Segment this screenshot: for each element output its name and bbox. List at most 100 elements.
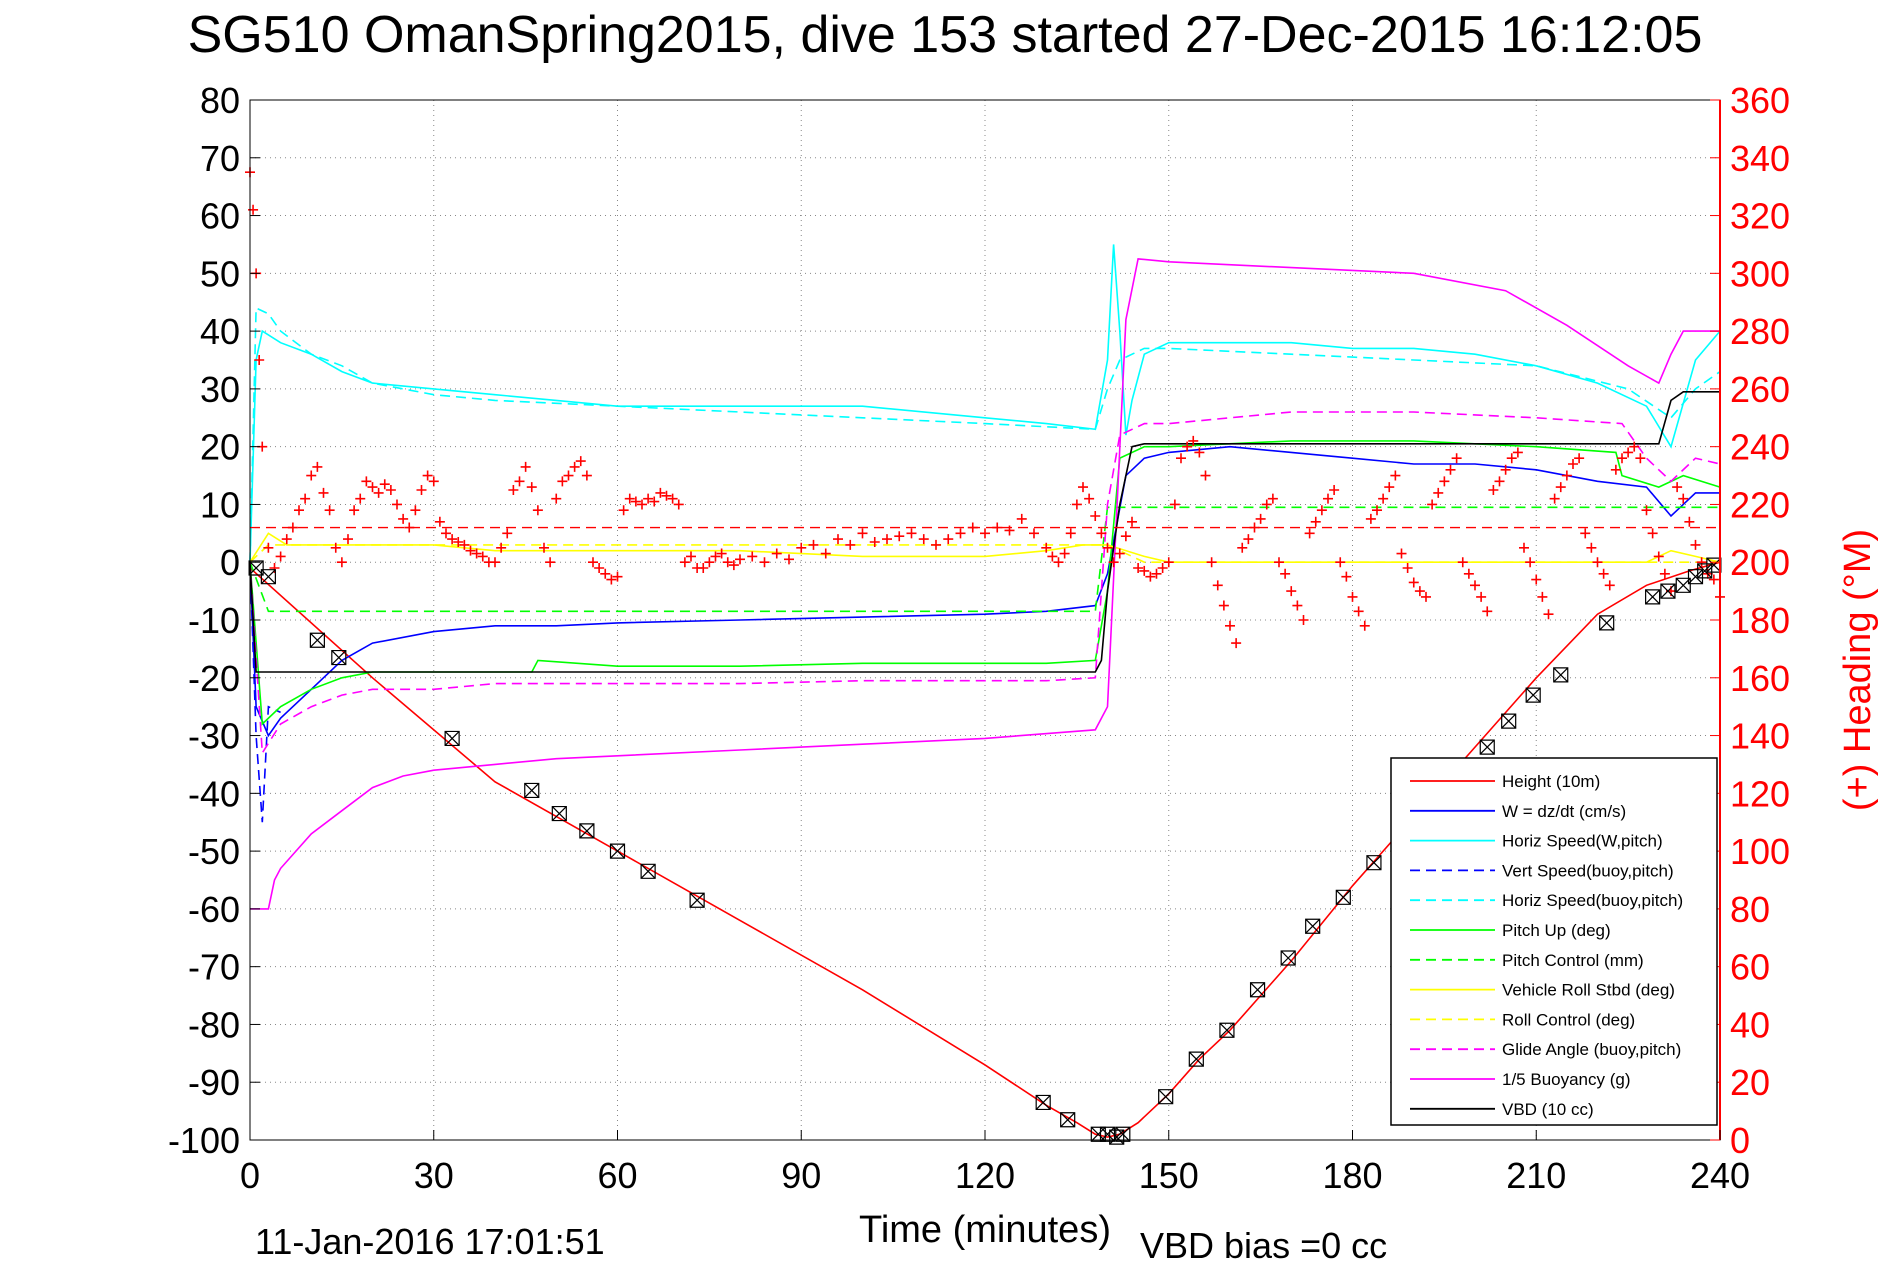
y-right-tick-label: 240 bbox=[1730, 427, 1790, 468]
x-tick-label: 0 bbox=[240, 1155, 260, 1196]
heading-marker bbox=[1549, 493, 1560, 504]
heading-marker bbox=[1292, 600, 1303, 611]
heading-marker bbox=[588, 557, 598, 568]
y-left-tick-label: -20 bbox=[188, 658, 240, 699]
heading-marker bbox=[1543, 609, 1554, 620]
heading-marker bbox=[1457, 557, 1468, 568]
height-marker bbox=[1479, 739, 1495, 755]
heading-marker bbox=[1359, 620, 1370, 631]
x-tick-label: 150 bbox=[1139, 1155, 1199, 1196]
height-marker bbox=[1158, 1089, 1174, 1105]
height-marker bbox=[609, 843, 626, 859]
heading-marker bbox=[833, 534, 843, 545]
heading-marker bbox=[1506, 453, 1517, 464]
heading-marker bbox=[355, 493, 366, 504]
heading-marker bbox=[422, 470, 433, 481]
y-left-tick-label: -10 bbox=[188, 600, 240, 641]
heading-marker bbox=[1347, 591, 1358, 602]
heading-marker bbox=[477, 551, 488, 562]
heading-marker bbox=[1169, 499, 1180, 510]
heading-marker bbox=[698, 563, 709, 573]
height-marker bbox=[1525, 687, 1541, 703]
heading-marker bbox=[771, 548, 782, 559]
heading-marker bbox=[980, 528, 990, 539]
heading-marker bbox=[1237, 542, 1248, 553]
heading-marker bbox=[618, 505, 629, 516]
height-marker bbox=[551, 805, 567, 822]
heading-marker bbox=[1586, 542, 1597, 553]
heading-marker bbox=[330, 542, 341, 553]
heading-marker bbox=[1494, 476, 1505, 487]
legend-label: Glide Angle (buoy,pitch) bbox=[1502, 1040, 1681, 1059]
heading-marker bbox=[1206, 557, 1217, 568]
heading-marker bbox=[312, 461, 323, 472]
heading-marker bbox=[306, 470, 317, 481]
heading-marker bbox=[643, 493, 654, 504]
heading-marker bbox=[1335, 557, 1346, 568]
series-line-horiz-speed-buoy-pitch- bbox=[249, 306, 1721, 563]
y-right-tick-label: 20 bbox=[1730, 1062, 1770, 1103]
heading-marker bbox=[459, 539, 470, 550]
heading-marker bbox=[275, 551, 286, 562]
heading-marker bbox=[1316, 505, 1327, 516]
x-tick-label: 210 bbox=[1506, 1155, 1566, 1196]
heading-marker bbox=[747, 551, 758, 562]
heading-marker bbox=[398, 513, 409, 524]
y-right-tick-label: 220 bbox=[1730, 484, 1790, 525]
height-marker bbox=[1366, 855, 1382, 871]
heading-marker bbox=[624, 493, 635, 504]
x-tick-label: 180 bbox=[1322, 1155, 1382, 1196]
heading-marker bbox=[1617, 453, 1627, 464]
y-right-tick-label: 40 bbox=[1730, 1004, 1770, 1045]
heading-marker bbox=[1390, 470, 1401, 481]
heading-marker bbox=[1592, 557, 1603, 568]
height-marker bbox=[689, 892, 705, 908]
heading-marker bbox=[1016, 513, 1027, 524]
heading-marker bbox=[1396, 548, 1407, 559]
heading-marker bbox=[894, 531, 905, 542]
y-right-tick-label: 200 bbox=[1730, 542, 1790, 583]
heading-marker bbox=[514, 476, 525, 487]
y-left-tick-label: 70 bbox=[200, 138, 240, 179]
heading-marker bbox=[1323, 493, 1333, 504]
y-left-tick-label: 30 bbox=[200, 369, 240, 410]
heading-marker bbox=[1225, 620, 1235, 631]
x-axis-label: Time (minutes) bbox=[859, 1209, 1111, 1251]
heading-marker bbox=[1372, 505, 1382, 516]
heading-marker bbox=[575, 456, 586, 467]
y-left-tick-label: -60 bbox=[188, 889, 240, 930]
heading-marker bbox=[931, 539, 941, 550]
y-left-tick-label: 10 bbox=[200, 484, 240, 525]
heading-marker bbox=[1555, 482, 1566, 493]
x-tick-label: 240 bbox=[1690, 1155, 1750, 1196]
legend-label: Vert Speed(buoy,pitch) bbox=[1502, 861, 1674, 880]
y-left-tick-label: 80 bbox=[200, 80, 240, 121]
height-marker bbox=[1335, 889, 1351, 905]
y-right-tick-label: 0 bbox=[1730, 1120, 1750, 1161]
heading-marker bbox=[1659, 568, 1670, 579]
heading-marker bbox=[502, 528, 513, 539]
legend-label: Roll Control (deg) bbox=[1502, 1010, 1635, 1029]
heading-marker bbox=[1690, 539, 1701, 550]
heading-marker bbox=[1598, 568, 1609, 579]
heading-marker bbox=[1114, 548, 1125, 559]
series-line-height-10m- bbox=[249, 561, 1721, 1138]
heading-marker bbox=[1531, 574, 1542, 585]
y-left-tick-label: -40 bbox=[188, 773, 240, 814]
heading-marker bbox=[820, 548, 831, 559]
series-line-glide-angle-buoy-pitch- bbox=[249, 411, 1721, 756]
heading-marker bbox=[581, 470, 592, 481]
heading-marker bbox=[1408, 577, 1419, 588]
heading-marker bbox=[532, 505, 543, 516]
heading-marker bbox=[673, 499, 684, 510]
heading-marker bbox=[630, 496, 641, 507]
heading-marker bbox=[759, 557, 770, 568]
heading-marker bbox=[539, 542, 549, 553]
heading-marker bbox=[808, 539, 819, 550]
heading-marker bbox=[1378, 493, 1389, 504]
heading-marker bbox=[1329, 485, 1340, 495]
heading-markers bbox=[245, 167, 1725, 649]
height-marker bbox=[1188, 1051, 1204, 1067]
heading-marker bbox=[600, 568, 611, 579]
y-right-tick-label: 260 bbox=[1730, 369, 1790, 410]
